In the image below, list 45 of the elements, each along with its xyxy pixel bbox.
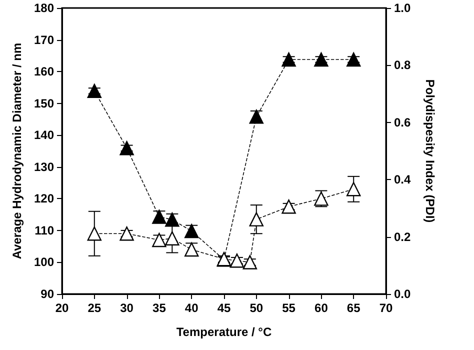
y-tick-label: 90 (40, 287, 54, 301)
y-tick-label: 150 (34, 96, 54, 110)
point (249, 110, 264, 124)
point (120, 226, 134, 241)
point (282, 52, 296, 67)
y-tick-label: 140 (34, 128, 54, 142)
x-tick-label: 30 (120, 301, 134, 315)
y-tick-label: 180 (34, 1, 54, 15)
point (346, 52, 361, 67)
point (87, 226, 102, 241)
point (346, 182, 361, 196)
y2-tick-label: 0.4 (394, 172, 412, 187)
x-tick-label: 40 (184, 301, 199, 315)
y-tick-label: 120 (34, 192, 54, 206)
point (249, 212, 264, 226)
point (184, 242, 199, 257)
point (165, 231, 180, 246)
point (87, 84, 102, 98)
x-tick-label: 45 (217, 301, 231, 315)
y2-tick-label: 0.0 (394, 287, 412, 301)
point (152, 210, 166, 224)
x-tick-label: 60 (314, 301, 328, 315)
y-axis-title: Average Hydrodynamic Diameter / nm (10, 42, 24, 260)
x-tick-label: 65 (346, 301, 361, 315)
y2-tick-label: 0.8 (394, 58, 412, 72)
point (120, 141, 134, 156)
y-tick-label: 130 (34, 160, 54, 174)
x-tick-label: 50 (250, 301, 264, 315)
x-tick-label: 20 (55, 301, 69, 315)
y2-axis-title: Polydispesity Index (PDI) (423, 79, 437, 223)
y-tick-label: 160 (34, 64, 54, 79)
point (184, 224, 199, 238)
y-tick-label: 100 (34, 255, 54, 270)
x-axis-title: Temperature / °C (176, 325, 272, 339)
y2-tick-label: 1.0 (394, 1, 412, 15)
y-tick-label: 170 (34, 32, 54, 47)
y-tick-label: 110 (34, 223, 54, 238)
x-tick-label: 70 (379, 301, 393, 315)
x-tick-label: 55 (282, 301, 296, 315)
y2-tick-label: 0.6 (394, 115, 412, 130)
y2-tick-label: 0.2 (394, 230, 412, 244)
point (314, 52, 328, 67)
x-tick-label: 35 (152, 301, 166, 315)
point (282, 200, 296, 214)
x-tick-label: 25 (88, 301, 102, 315)
